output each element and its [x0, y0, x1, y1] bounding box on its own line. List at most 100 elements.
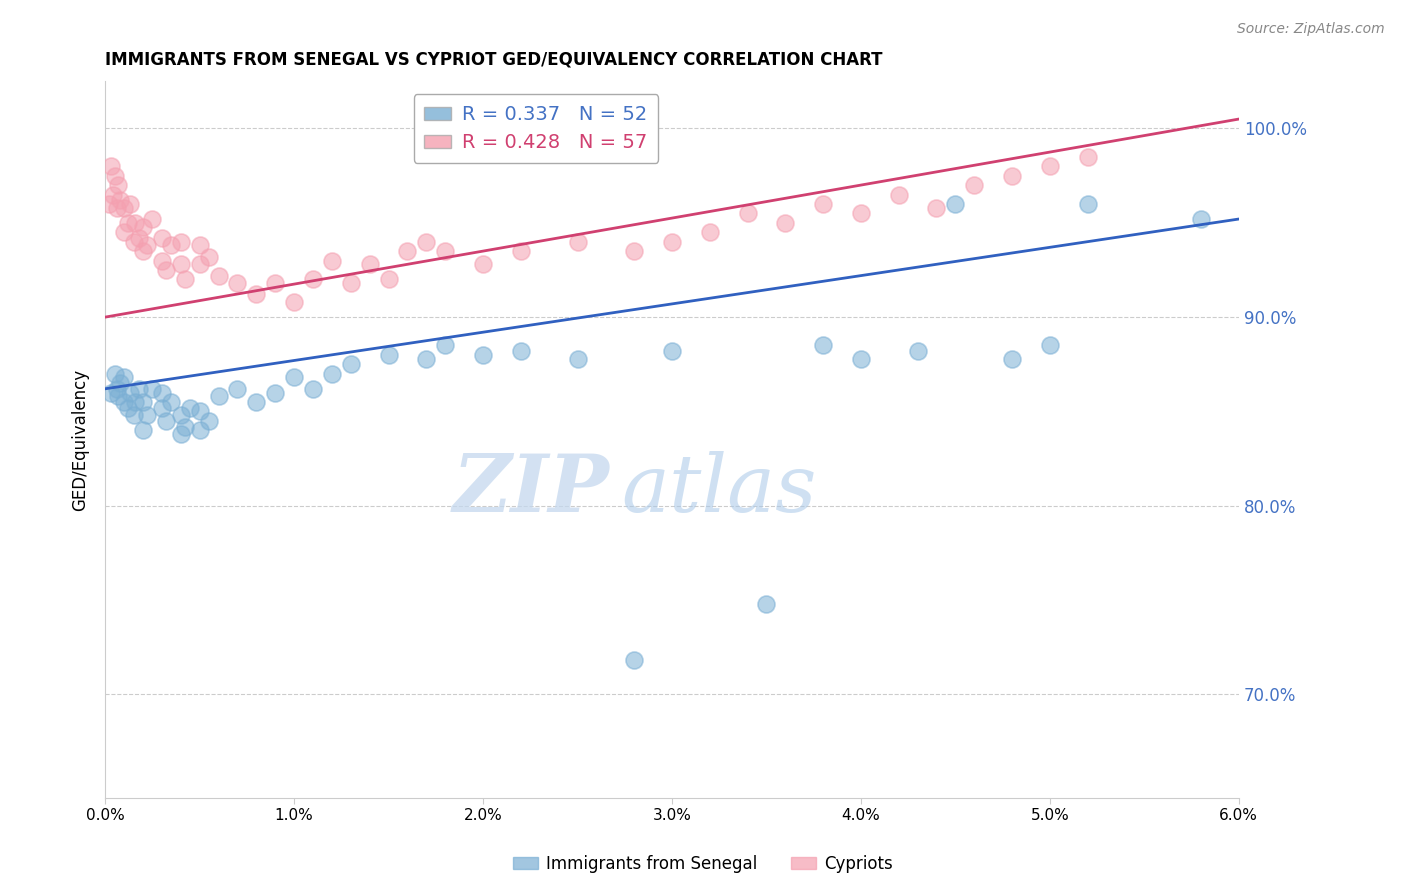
Point [101, 187, 124, 202]
Point [434, 338, 457, 352]
Point [188, 423, 211, 437]
Point [945, 197, 967, 211]
Point [359, 257, 381, 271]
Point [188, 238, 211, 252]
Point [198, 250, 221, 264]
Point [160, 395, 183, 409]
Point [1039, 159, 1062, 173]
Point [775, 216, 797, 230]
Point [472, 348, 495, 362]
Point [122, 235, 145, 249]
Point [321, 253, 343, 268]
Point [155, 263, 177, 277]
Point [104, 367, 127, 381]
Point [124, 395, 146, 409]
Point [141, 212, 163, 227]
Point [321, 367, 343, 381]
Text: Source: ZipAtlas.com: Source: ZipAtlas.com [1237, 22, 1385, 37]
Point [132, 219, 155, 234]
Point [567, 351, 589, 366]
Point [188, 257, 211, 271]
Point [509, 244, 531, 258]
Point [283, 370, 305, 384]
Point [132, 423, 155, 437]
Point [1189, 212, 1212, 227]
Point [264, 276, 287, 290]
Point [135, 238, 157, 252]
Point [150, 231, 173, 245]
Point [173, 419, 195, 434]
Point [188, 404, 211, 418]
Point [1001, 351, 1024, 366]
Point [226, 382, 249, 396]
Point [128, 382, 150, 396]
Legend: R = 0.337   N = 52, R = 0.428   N = 57: R = 0.337 N = 52, R = 0.428 N = 57 [413, 94, 658, 162]
Point [107, 389, 129, 403]
Point [135, 408, 157, 422]
Point [118, 197, 141, 211]
Point [434, 244, 457, 258]
Point [396, 244, 419, 258]
Point [117, 216, 139, 230]
Point [340, 357, 363, 371]
Point [112, 201, 135, 215]
Point [283, 295, 305, 310]
Point [112, 395, 135, 409]
Point [150, 385, 173, 400]
Point [245, 287, 267, 301]
Point [118, 385, 141, 400]
Point [623, 244, 645, 258]
Text: atlas: atlas [621, 451, 817, 529]
Point [661, 344, 683, 359]
Point [811, 338, 834, 352]
Point [105, 382, 128, 396]
Point [132, 244, 155, 258]
Point [737, 206, 759, 220]
Point [226, 276, 249, 290]
Point [567, 235, 589, 249]
Point [117, 401, 139, 415]
Point [122, 408, 145, 422]
Point [963, 178, 986, 192]
Point [179, 401, 201, 415]
Point [150, 401, 173, 415]
Point [207, 389, 229, 403]
Point [155, 414, 177, 428]
Y-axis label: GED/Equivalency: GED/Equivalency [72, 368, 89, 511]
Point [112, 225, 135, 239]
Point [112, 370, 135, 384]
Point [907, 344, 929, 359]
Point [105, 201, 128, 215]
Point [207, 268, 229, 283]
Point [472, 257, 495, 271]
Point [509, 344, 531, 359]
Point [170, 408, 193, 422]
Point [340, 276, 363, 290]
Point [107, 178, 129, 192]
Point [98, 197, 121, 211]
Point [170, 427, 193, 442]
Point [1039, 338, 1062, 352]
Point [699, 225, 721, 239]
Point [415, 235, 437, 249]
Point [173, 272, 195, 286]
Point [110, 376, 132, 391]
Point [755, 597, 778, 611]
Text: IMMIGRANTS FROM SENEGAL VS CYPRIOT GED/EQUIVALENCY CORRELATION CHART: IMMIGRANTS FROM SENEGAL VS CYPRIOT GED/E… [105, 51, 883, 69]
Point [849, 206, 872, 220]
Point [925, 201, 948, 215]
Point [415, 351, 437, 366]
Legend: Immigrants from Senegal, Cypriots: Immigrants from Senegal, Cypriots [506, 848, 900, 880]
Point [170, 235, 193, 249]
Point [1001, 169, 1024, 183]
Point [661, 235, 683, 249]
Point [100, 385, 122, 400]
Point [110, 193, 132, 207]
Point [887, 187, 910, 202]
Point [100, 159, 122, 173]
Point [132, 395, 155, 409]
Point [150, 253, 173, 268]
Point [124, 216, 146, 230]
Point [1077, 197, 1099, 211]
Text: ZIP: ZIP [453, 451, 610, 529]
